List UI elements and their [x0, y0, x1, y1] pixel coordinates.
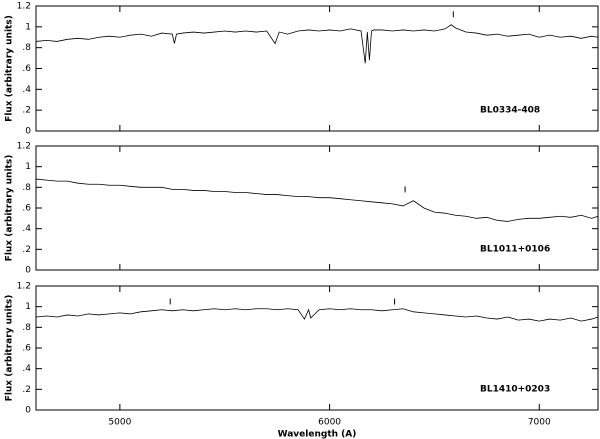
x-tick-label: 5000: [108, 418, 131, 428]
y-tick-label: 0: [25, 406, 31, 416]
y-tick-label: .6: [22, 64, 31, 74]
y-tick-label: .2: [22, 245, 31, 255]
y-axis-label: Flux (arbitrary units): [5, 15, 15, 122]
spectrum-line: [35, 308, 599, 322]
y-tick-label: 1: [25, 162, 31, 172]
object-label: BL0334-408: [480, 106, 540, 116]
x-tick-label: 7000: [528, 418, 551, 428]
y-tick-label: .8: [22, 183, 31, 193]
x-tick-label: 6000: [318, 418, 341, 428]
y-tick-label: 1.2: [17, 142, 31, 152]
x-axis-label: Wavelength (A): [278, 430, 357, 439]
y-tick-label: 1: [25, 302, 31, 312]
y-tick-label: 0: [25, 266, 31, 276]
y-tick-label: .8: [22, 323, 31, 333]
y-tick-label: .4: [22, 85, 31, 95]
y-tick-label: .6: [22, 344, 31, 354]
object-label: BL1011+0106: [480, 245, 550, 255]
y-tick-label: 1: [25, 22, 31, 32]
object-label: BL1410+0203: [480, 385, 550, 395]
y-tick-label: .2: [22, 106, 31, 116]
y-axis-label: Flux (arbitrary units): [5, 295, 15, 402]
y-tick-label: .8: [22, 43, 31, 53]
y-tick-label: .4: [22, 364, 31, 374]
spectrum-line: [35, 178, 599, 222]
y-tick-label: 0: [25, 127, 31, 137]
y-tick-label: .2: [22, 385, 31, 395]
y-tick-label: .6: [22, 204, 31, 214]
y-axis-label: Flux (arbitrary units): [5, 155, 15, 262]
y-tick-label: 1.2: [17, 2, 31, 12]
y-tick-label: 1.2: [17, 282, 31, 292]
y-tick-label: .4: [22, 224, 31, 234]
spectrum-line: [35, 24, 599, 64]
